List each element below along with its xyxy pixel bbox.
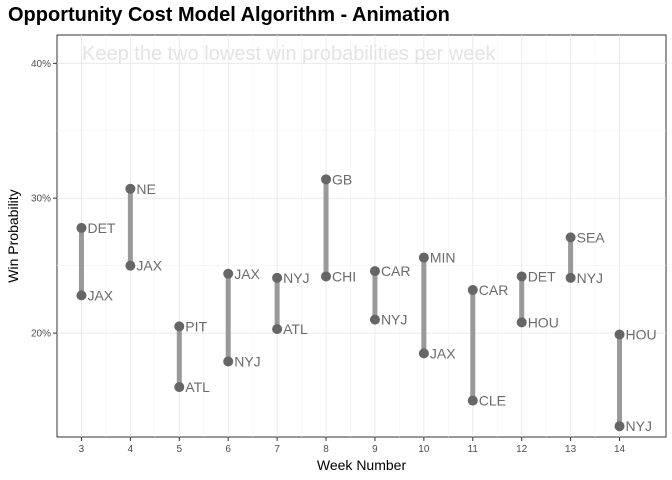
points — [76, 174, 625, 432]
week-9-high-point — [369, 266, 380, 277]
week-14-low-label: NYJ — [626, 418, 652, 434]
y-tick-label: 30% — [31, 194, 51, 205]
week-3-low-label: JAX — [87, 287, 113, 303]
x-tick-label: 3 — [79, 444, 85, 455]
week-4-low-label: JAX — [136, 258, 162, 274]
week-11-high-point — [467, 284, 478, 295]
week-8-high-point — [321, 174, 332, 185]
week-8-low-label: CHI — [332, 268, 356, 284]
week-6-low-point — [223, 356, 234, 367]
week-14-high-label: HOU — [626, 326, 657, 342]
week-10-high-label: MIN — [430, 250, 456, 266]
x-tick-label: 9 — [372, 444, 378, 455]
segments — [78, 179, 623, 427]
x-tick-label: 6 — [225, 444, 231, 455]
week-12-high-point — [516, 271, 527, 282]
week-7-high-point — [272, 272, 283, 283]
week-12-high-label: DET — [528, 268, 556, 284]
x-tick-label: 12 — [516, 444, 528, 455]
week-6-high-label: JAX — [234, 266, 260, 282]
x-tick-label: 13 — [565, 444, 577, 455]
x-tick-label: 11 — [468, 444, 479, 455]
week-8-high-label: GB — [332, 171, 352, 187]
x-tick-label: 7 — [274, 444, 280, 455]
plot-panel — [56, 34, 667, 438]
x-tick-label: 4 — [128, 444, 134, 455]
week-9-high-label: CAR — [381, 263, 411, 279]
week-13-high-point — [565, 232, 576, 243]
week-4-low-point — [125, 260, 136, 271]
week-10-high-point — [418, 252, 429, 263]
week-11-high-label: CAR — [479, 282, 509, 298]
x-tick-label: 14 — [614, 444, 626, 455]
week-6-low-label: NYJ — [234, 353, 260, 369]
team-labels: DET JAX NE JAX PIT ATL JAX NYJ NYJ ATL GB CHI CAR NYJ… — [87, 171, 656, 434]
week-14-high-point — [614, 329, 625, 340]
week-3-high-label: DET — [87, 220, 115, 236]
week-13-low-point — [565, 272, 576, 283]
y-axis-title: Win Probability — [5, 189, 21, 282]
x-tick-label: 10 — [418, 444, 430, 455]
week-11-low-point — [467, 395, 478, 406]
week-3-low-point — [76, 290, 87, 301]
x-axis: 3 4 5 6 7 8 9 10 11 12 13 14 — [79, 437, 626, 455]
chart-title: Opportunity Cost Model Algorithm - Anima… — [8, 4, 450, 26]
week-5-low-point — [174, 382, 185, 393]
y-axis: 20% 30% 40% — [31, 59, 57, 340]
week-7-low-point — [272, 324, 283, 335]
chart-subtitle: Keep the two lowest win probabilities pe… — [82, 43, 497, 65]
week-14-low-point — [614, 421, 625, 432]
week-7-high-label: NYJ — [283, 270, 309, 286]
week-11-low-label: CLE — [479, 393, 506, 409]
week-5-high-label: PIT — [185, 318, 207, 334]
x-axis-title: Week Number — [317, 457, 407, 473]
y-tick-label: 40% — [31, 59, 51, 70]
week-5-high-point — [174, 321, 185, 332]
week-5-low-label: ATL — [185, 379, 210, 395]
week-9-low-label: NYJ — [381, 312, 407, 328]
week-8-low-point — [321, 271, 332, 282]
week-12-low-point — [516, 317, 527, 328]
week-13-low-label: NYJ — [577, 270, 603, 286]
y-tick-label: 20% — [31, 329, 51, 340]
week-13-high-label: SEA — [577, 229, 606, 245]
week-6-high-point — [223, 268, 234, 279]
x-tick-label: 5 — [177, 444, 183, 455]
week-7-low-label: ATL — [283, 321, 308, 337]
week-12-low-label: HOU — [528, 314, 559, 330]
week-10-low-point — [418, 348, 429, 359]
week-4-high-label: NE — [136, 181, 155, 197]
week-4-high-point — [125, 183, 136, 194]
week-3-high-point — [76, 222, 87, 233]
week-9-low-point — [369, 314, 380, 325]
week-10-low-label: JAX — [430, 345, 456, 361]
x-tick-label: 8 — [323, 444, 329, 455]
